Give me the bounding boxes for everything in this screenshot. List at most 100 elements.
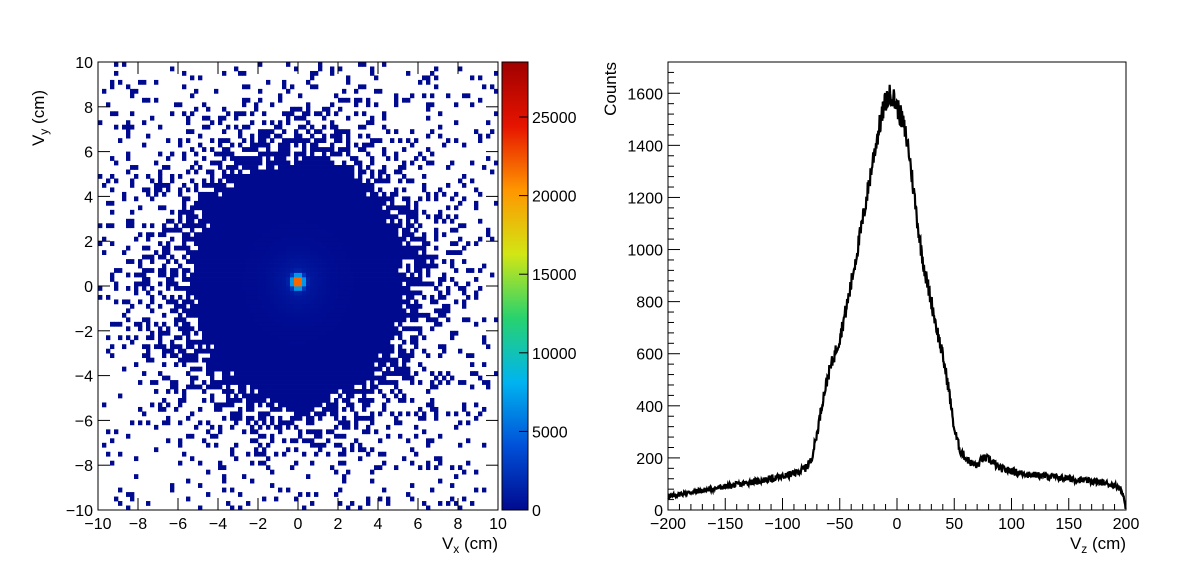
heatmap-cell bbox=[242, 214, 247, 220]
heatmap-cell bbox=[158, 402, 163, 408]
heatmap-cell bbox=[374, 223, 379, 229]
heatmap-cell bbox=[214, 236, 219, 242]
heatmap-cell bbox=[338, 487, 343, 493]
heatmap-cell bbox=[202, 277, 207, 282]
heatmap-cell bbox=[266, 357, 271, 363]
heatmap-cell bbox=[310, 442, 315, 448]
heatmap-cell bbox=[194, 339, 199, 345]
heatmap-cell bbox=[270, 151, 275, 157]
heatmap-cell bbox=[442, 272, 447, 278]
heatmap-cell bbox=[126, 169, 131, 175]
heatmap-cell bbox=[246, 501, 251, 506]
heatmap-cell bbox=[234, 393, 239, 399]
heatmap-cell bbox=[150, 196, 155, 202]
heatmap-cell bbox=[218, 465, 223, 471]
heatmap-cell bbox=[438, 353, 443, 359]
heatmap-cell bbox=[138, 272, 143, 278]
heatmap-cell bbox=[298, 196, 303, 202]
heatmap-cell bbox=[386, 281, 391, 287]
heatmap-cell bbox=[190, 129, 195, 135]
heatmap-cell bbox=[394, 380, 399, 385]
heatmap-cell bbox=[274, 178, 279, 184]
heatmap-cell bbox=[338, 290, 343, 296]
heatmap-cell bbox=[350, 178, 355, 184]
heatmap-cell bbox=[210, 227, 215, 233]
heatmap-cell bbox=[166, 286, 171, 291]
heatmap-cell bbox=[278, 429, 283, 435]
heatmap-cell bbox=[338, 205, 343, 211]
heatmap-cell bbox=[310, 259, 315, 264]
heatmap-cell bbox=[258, 312, 263, 318]
heatmap-cell bbox=[226, 218, 231, 224]
heatmap-cell bbox=[382, 227, 387, 233]
heatmap-cell bbox=[298, 384, 303, 390]
heatmap-cell bbox=[142, 272, 147, 278]
heatmap-cell bbox=[242, 223, 247, 229]
heatmap-cell bbox=[386, 286, 391, 291]
heatmap-cell bbox=[246, 263, 251, 269]
heatmap-cell bbox=[342, 200, 347, 206]
heatmap-cell bbox=[218, 402, 223, 408]
heatmap-cell bbox=[242, 339, 247, 345]
heatmap-cell bbox=[446, 286, 451, 291]
heatmap-cell bbox=[206, 259, 211, 264]
heatmap-cell bbox=[370, 308, 375, 314]
heatmap-cell bbox=[170, 178, 175, 184]
heatmap-cell bbox=[298, 371, 303, 376]
heatmap-cell bbox=[338, 66, 343, 72]
heatmap-cell bbox=[314, 308, 319, 314]
heatmap-cell bbox=[214, 294, 219, 300]
heatmap-cell bbox=[302, 232, 307, 238]
heatmap-cell bbox=[306, 294, 311, 300]
heatmap-cell bbox=[334, 241, 339, 247]
heatmap-cell bbox=[470, 160, 475, 166]
heatmap-cell bbox=[318, 254, 323, 260]
heatmap-cell bbox=[238, 268, 243, 273]
heatmap-cell bbox=[322, 344, 327, 350]
heatmap-cell bbox=[218, 142, 223, 148]
heatmap-cell bbox=[378, 169, 383, 175]
heatmap-cell bbox=[98, 174, 103, 179]
heatmap-cell bbox=[186, 330, 191, 336]
heatmap-cell bbox=[422, 209, 427, 215]
heatmap-cell bbox=[474, 129, 479, 135]
heatmap-cell bbox=[206, 245, 211, 251]
heatmap-cell bbox=[402, 393, 407, 399]
heatmap-cell bbox=[258, 129, 263, 135]
heatmap-cell bbox=[346, 308, 351, 314]
heatmap-cell bbox=[466, 294, 471, 300]
heatmap-cell bbox=[306, 389, 311, 394]
heatmap-cell bbox=[310, 501, 315, 506]
heatmap-cell bbox=[338, 138, 343, 143]
heatmap-cell bbox=[226, 178, 231, 184]
heatmap-cell bbox=[250, 241, 255, 247]
heatmap-cell bbox=[346, 227, 351, 233]
heatmap-cell bbox=[274, 348, 279, 354]
heatmap-cell bbox=[266, 371, 271, 376]
heatmap-cell bbox=[302, 165, 307, 170]
heatmap-cell bbox=[262, 290, 267, 296]
heatmap-cell bbox=[370, 321, 375, 327]
heatmap-cell bbox=[302, 353, 307, 359]
heatmap-cell bbox=[302, 147, 307, 152]
heatmap-cell bbox=[214, 218, 219, 224]
heatmap-cell bbox=[422, 411, 427, 417]
heatmap-y-tick-label: −4 bbox=[75, 369, 93, 386]
heatmap-cell bbox=[246, 357, 251, 363]
heatmap-cell bbox=[290, 371, 295, 376]
heatmap-cell bbox=[290, 138, 295, 143]
heatmap-cell bbox=[306, 415, 311, 421]
heatmap-cell bbox=[302, 236, 307, 242]
colorbar-tick-label: 5000 bbox=[532, 424, 568, 441]
heatmap-cell bbox=[302, 505, 307, 511]
heatmap-cell bbox=[286, 147, 291, 152]
heatmap-cell bbox=[418, 380, 423, 385]
heatmap-cell bbox=[334, 366, 339, 372]
heatmap-cell bbox=[250, 402, 255, 408]
heatmap-cell bbox=[406, 254, 411, 260]
heatmap-cell bbox=[98, 294, 103, 300]
heatmap-cell bbox=[270, 263, 275, 269]
heatmap-cell bbox=[210, 169, 215, 175]
heatmap-cell bbox=[298, 245, 303, 251]
heatmap-cell bbox=[314, 187, 319, 193]
